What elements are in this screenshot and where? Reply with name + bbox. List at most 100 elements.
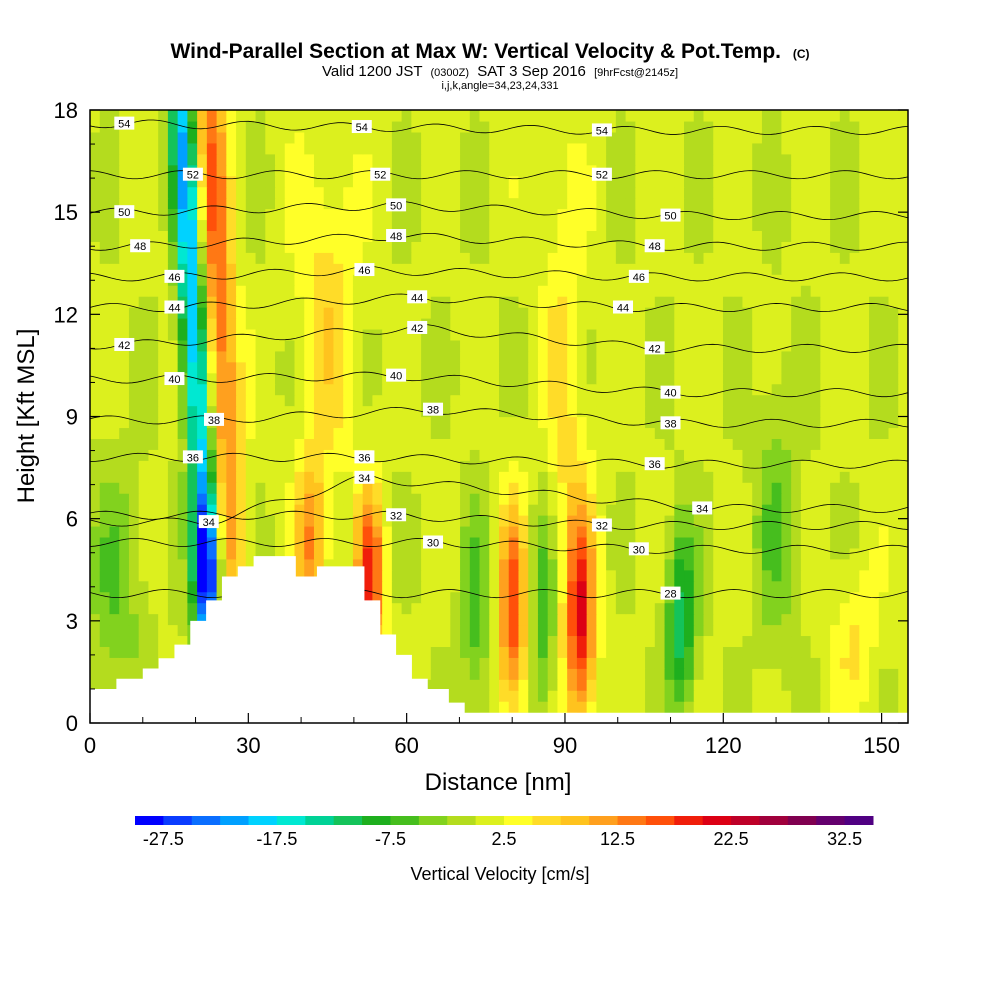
velocity-cell xyxy=(732,120,744,133)
velocity-cell xyxy=(158,591,169,604)
velocity-cell xyxy=(236,405,247,418)
velocity-cell xyxy=(284,197,296,210)
velocity-cell xyxy=(722,460,734,472)
velocity-cell xyxy=(313,427,325,439)
velocity-cell xyxy=(528,635,539,647)
velocity-cell xyxy=(391,186,403,199)
velocity-cell xyxy=(722,405,734,418)
contour-line-32 xyxy=(90,510,908,530)
velocity-cell xyxy=(90,208,101,221)
velocity-cell xyxy=(382,580,393,593)
velocity-cell xyxy=(596,285,607,297)
velocity-cell xyxy=(732,372,744,385)
velocity-cell xyxy=(761,110,773,122)
velocity-cell xyxy=(372,591,383,604)
velocity-cell xyxy=(197,504,208,516)
velocity-cell xyxy=(167,427,179,439)
velocity-cell xyxy=(158,328,169,341)
velocity-cell xyxy=(557,197,568,210)
velocity-cell xyxy=(615,361,627,374)
velocity-cell xyxy=(430,482,442,494)
velocity-cell xyxy=(323,558,335,571)
velocity-cell xyxy=(528,602,539,615)
velocity-cell xyxy=(830,427,841,439)
velocity-cell xyxy=(352,525,364,538)
velocity-cell xyxy=(158,120,169,133)
velocity-cell xyxy=(391,569,403,582)
velocity-cell xyxy=(187,591,198,604)
velocity-cell xyxy=(596,449,607,461)
velocity-cell xyxy=(109,175,120,188)
velocity-cell xyxy=(703,635,714,647)
velocity-cell xyxy=(761,186,773,199)
velocity-cell xyxy=(265,416,276,429)
velocity-cell xyxy=(323,339,335,352)
velocity-cell xyxy=(508,635,520,647)
velocity-cell xyxy=(236,285,247,297)
velocity-cell xyxy=(713,536,724,549)
velocity-cell xyxy=(236,252,247,264)
velocity-cell xyxy=(411,274,422,286)
velocity-cell xyxy=(830,394,841,407)
velocity-cell xyxy=(859,471,870,483)
velocity-cell xyxy=(635,668,646,680)
velocity-cell xyxy=(508,317,520,330)
velocity-cell xyxy=(236,274,247,286)
velocity-cell xyxy=(236,416,247,429)
velocity-cell xyxy=(722,701,734,713)
velocity-cell xyxy=(148,131,159,144)
velocity-cell xyxy=(99,515,111,527)
velocity-cell xyxy=(508,153,520,166)
velocity-cell xyxy=(323,274,335,286)
velocity-cell xyxy=(489,416,500,429)
velocity-cell xyxy=(645,624,656,637)
velocity-cell xyxy=(421,274,432,286)
contour-label: 46 xyxy=(358,265,370,277)
velocity-cell xyxy=(674,186,685,199)
velocity-cell xyxy=(606,394,617,407)
contour-label-box xyxy=(164,269,185,283)
velocity-cell xyxy=(849,438,860,450)
velocity-cell xyxy=(596,580,607,593)
velocity-cell xyxy=(469,219,481,232)
colorbar-swatch xyxy=(532,816,562,825)
velocity-cell xyxy=(226,241,237,253)
velocity-cell xyxy=(635,701,646,713)
velocity-cell xyxy=(791,646,802,658)
velocity-cell xyxy=(761,482,773,494)
velocity-cell xyxy=(878,635,890,647)
velocity-cell xyxy=(411,493,422,505)
velocity-cell xyxy=(742,416,753,429)
velocity-cell xyxy=(187,285,198,297)
velocity-cell xyxy=(606,405,617,418)
velocity-cell xyxy=(479,569,490,582)
velocity-cell xyxy=(878,110,890,122)
velocity-cell xyxy=(255,197,266,210)
velocity-cell xyxy=(411,624,422,637)
velocity-cell xyxy=(703,142,714,155)
velocity-cell xyxy=(761,580,773,593)
velocity-cell xyxy=(761,153,773,166)
velocity-cell xyxy=(421,515,432,527)
velocity-cell xyxy=(800,460,812,472)
velocity-cell xyxy=(99,131,111,144)
velocity-cell xyxy=(703,230,714,242)
velocity-cell xyxy=(90,110,101,122)
velocity-cell xyxy=(878,438,890,450)
colorbar-swatch xyxy=(305,816,335,825)
velocity-cell xyxy=(888,274,899,286)
velocity-cell xyxy=(839,602,851,615)
velocity-cell xyxy=(800,372,812,385)
velocity-cell xyxy=(586,438,597,450)
contour-label-box xyxy=(198,515,219,529)
velocity-cell xyxy=(576,142,588,155)
velocity-cell xyxy=(859,285,870,297)
velocity-cell xyxy=(586,569,597,582)
velocity-cell xyxy=(888,646,899,658)
velocity-cell xyxy=(450,394,461,407)
velocity-cell xyxy=(528,471,539,483)
velocity-cell xyxy=(313,328,325,341)
velocity-cell xyxy=(499,504,510,516)
velocity-cell xyxy=(684,197,695,210)
velocity-cell xyxy=(119,547,130,560)
